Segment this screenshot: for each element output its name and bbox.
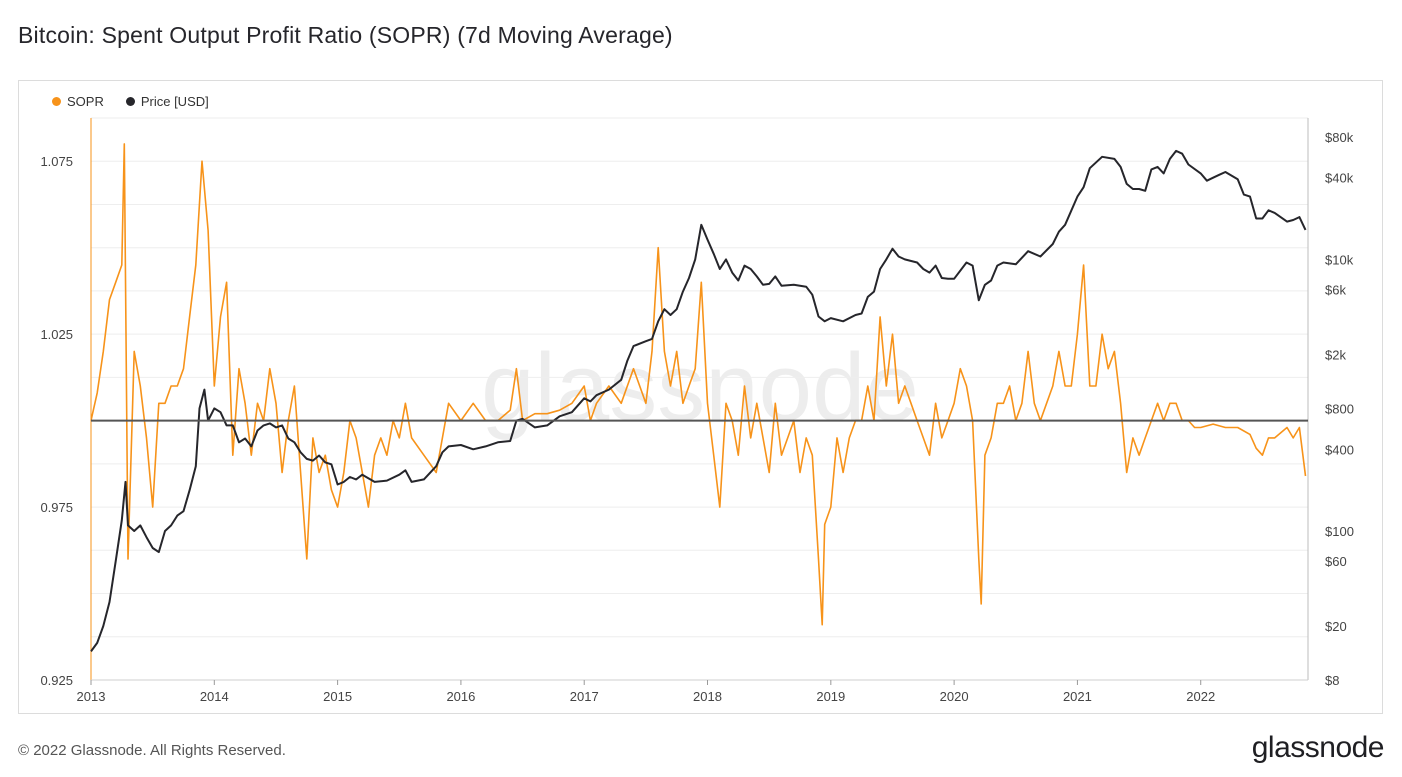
y-right-tick-label: $100 [1325,524,1354,539]
y-right-tick-label: $20 [1325,619,1347,634]
y-right-tick-label: $60 [1325,554,1347,569]
x-tick-label: 2018 [693,689,722,704]
x-tick-label: 2019 [816,689,845,704]
copyright-footer: © 2022 Glassnode. All Rights Reserved. [18,742,286,759]
x-tick-label: 2020 [940,689,969,704]
x-tick-label: 2015 [323,689,352,704]
y-right-tick-label: $800 [1325,401,1354,416]
x-tick-label: 2017 [570,689,599,704]
x-tick-label: 2021 [1063,689,1092,704]
x-tick-label: 2013 [77,689,106,704]
sopr-series-line [90,143,1307,626]
y-left-tick-label: 1.025 [40,327,73,342]
y-left-tick-label: 0.925 [40,673,73,688]
y-left-tick-label: 0.975 [40,500,73,515]
legend-dot-sopr [52,97,61,106]
chart-frame [18,80,1383,714]
y-right-tick-label: $2k [1325,347,1346,362]
x-tick-label: 2022 [1186,689,1215,704]
legend-dot-price [125,97,135,106]
legend-item-sopr[interactable]: SOPR [52,94,104,109]
chart-title: Bitcoin: Spent Output Profit Ratio (SOPR… [18,22,673,48]
legend-label-sopr: SOPR [67,94,104,109]
y-left-tick-label: 1.075 [40,154,73,169]
legend-item-price[interactable]: Price [USD] [125,94,209,109]
price-series-line [90,149,1307,652]
y-right-tick-label: $10k [1325,252,1354,267]
x-tick-label: 2016 [446,689,475,704]
legend-label-price: Price [USD] [140,94,209,109]
y-right-tick-label: $8 [1325,673,1339,688]
y-right-tick-label: $80k [1325,130,1354,145]
watermark-text: glassnode [481,334,919,441]
chart-legend: SOPR Price [USD] [52,94,209,109]
y-right-tick-label: $40k [1325,171,1354,186]
y-right-tick-label: $400 [1325,442,1354,457]
y-right-tick-label: $6k [1325,283,1346,298]
x-tick-label: 2014 [200,689,229,704]
brand-logo: glassnode [1251,731,1385,764]
